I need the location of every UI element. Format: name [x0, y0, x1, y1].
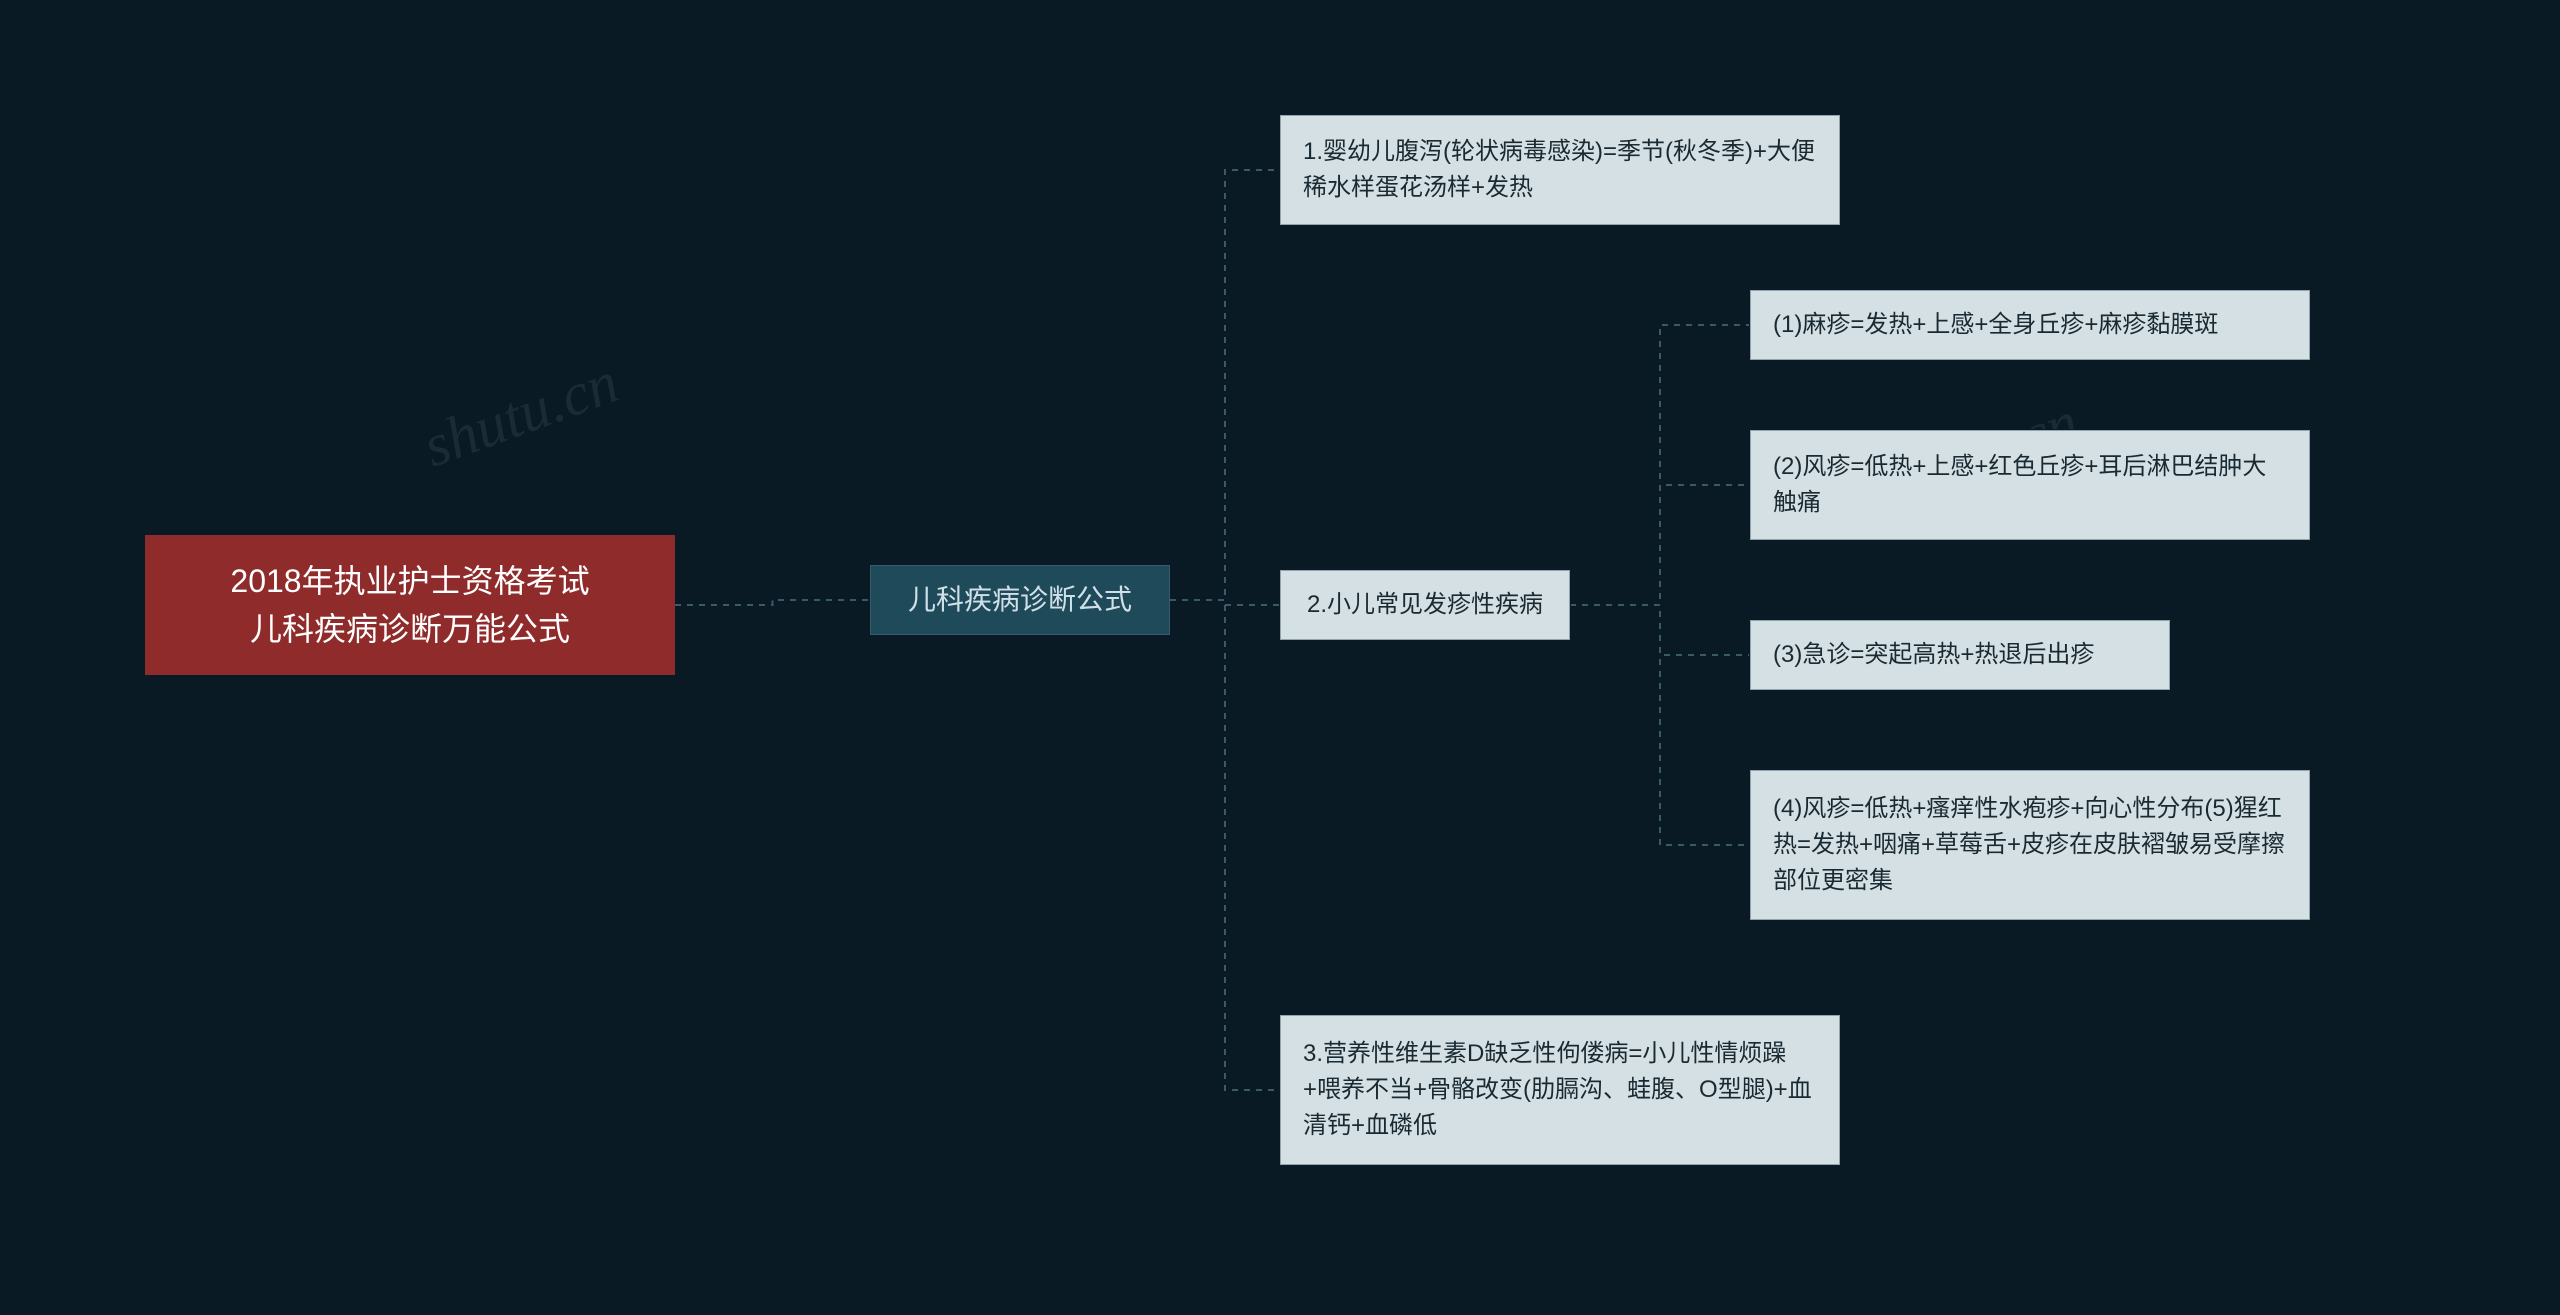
root-node[interactable]: 2018年执业护士资格考试儿科疾病诊断万能公式 — [145, 535, 675, 675]
child-2[interactable]: (2)风疹=低热+上感+红色丘疹+耳后淋巴结肿大触痛 — [1750, 430, 2310, 540]
child-3-label: (3)急诊=突起高热+热退后出疹 — [1773, 637, 2094, 673]
child-1-label: (1)麻疹=发热+上感+全身丘疹+麻疹黏膜斑 — [1773, 307, 2218, 343]
node-3[interactable]: 3.营养性维生素D缺乏性佝偻病=小儿性情烦躁+喂养不当+骨骼改变(肋膈沟、蛙腹、… — [1280, 1015, 1840, 1165]
mindmap-canvas: shutu.cn shutu.cn 2018年执业护士资格考试儿科疾病诊断万能公… — [0, 0, 2560, 1315]
level1-node[interactable]: 儿科疾病诊断公式 — [870, 565, 1170, 635]
root-label: 2018年执业护士资格考试儿科疾病诊断万能公式 — [230, 557, 589, 653]
node-2[interactable]: 2.小儿常见发疹性疾病 — [1280, 570, 1570, 640]
node-1-label: 1.婴幼儿腹泻(轮状病毒感染)=季节(秋冬季)+大便稀水样蛋花汤样+发热 — [1303, 134, 1817, 206]
child-4-label: (4)风疹=低热+瘙痒性水疱疹+向心性分布(5)猩红热=发热+咽痛+草莓舌+皮疹… — [1773, 791, 2287, 899]
node-1[interactable]: 1.婴幼儿腹泻(轮状病毒感染)=季节(秋冬季)+大便稀水样蛋花汤样+发热 — [1280, 115, 1840, 225]
node-2-label: 2.小儿常见发疹性疾病 — [1307, 587, 1543, 623]
child-2-label: (2)风疹=低热+上感+红色丘疹+耳后淋巴结肿大触痛 — [1773, 449, 2287, 521]
child-1[interactable]: (1)麻疹=发热+上感+全身丘疹+麻疹黏膜斑 — [1750, 290, 2310, 360]
level1-label: 儿科疾病诊断公式 — [908, 579, 1132, 621]
child-3[interactable]: (3)急诊=突起高热+热退后出疹 — [1750, 620, 2170, 690]
watermark-1: shutu.cn — [414, 348, 627, 482]
child-4[interactable]: (4)风疹=低热+瘙痒性水疱疹+向心性分布(5)猩红热=发热+咽痛+草莓舌+皮疹… — [1750, 770, 2310, 920]
node-3-label: 3.营养性维生素D缺乏性佝偻病=小儿性情烦躁+喂养不当+骨骼改变(肋膈沟、蛙腹、… — [1303, 1036, 1817, 1144]
